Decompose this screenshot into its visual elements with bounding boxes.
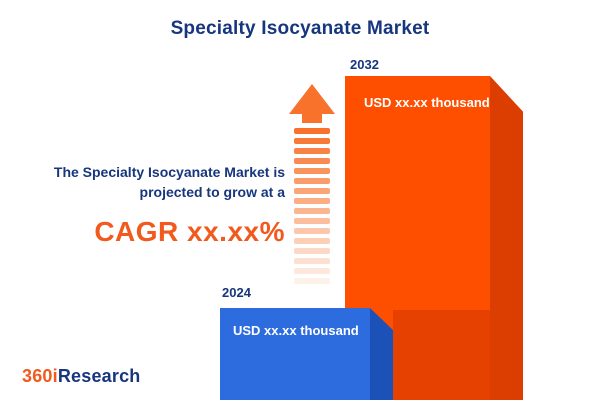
arrow-stripe <box>294 238 330 244</box>
arrow-stripe <box>294 138 330 144</box>
growth-arrow-icon <box>289 84 335 288</box>
arrow-stripes <box>289 128 335 284</box>
arrow-stripe <box>294 268 330 274</box>
arrow-stripe <box>294 278 330 284</box>
logo-research: Research <box>57 366 141 386</box>
arrow-stripe <box>294 168 330 174</box>
cagr-text: CAGR xx.xx% <box>94 216 285 248</box>
arrow-stripe <box>294 248 330 254</box>
bar-2024-year-label: 2024 <box>222 285 251 300</box>
arrow-stripe <box>294 128 330 134</box>
bar-2024-value-label: USD xx.xx thousand <box>233 323 359 338</box>
logo-360i: 360i <box>22 366 58 386</box>
arrow-stripe <box>294 158 330 164</box>
arrow-head-icon <box>289 84 335 114</box>
growth-text-line2: projected to grow at a <box>139 183 285 200</box>
bar-2024-side-face <box>370 308 393 400</box>
bar-2024 <box>220 308 370 400</box>
arrow-stripe <box>294 208 330 214</box>
page-title: Specialty Isocyanate Market <box>170 18 430 39</box>
arrow-stripe <box>294 148 330 154</box>
arrow-stripe <box>294 178 330 184</box>
arrow-stripe <box>294 198 330 204</box>
growth-text-line1: The Specialty Isocyanate Market is <box>53 164 285 180</box>
arrow-stripe <box>294 258 330 264</box>
bar-2032-side-face <box>490 76 523 400</box>
arrow-stripe <box>294 188 330 194</box>
bar-2032-value-label: USD xx.xx thousand <box>364 95 490 110</box>
growth-description: The Specialty Isocyanate Market is proje… <box>10 163 285 251</box>
arrow-stripe <box>294 218 330 224</box>
arrow-stripe <box>294 228 330 234</box>
bar-2032-year-label: 2032 <box>350 57 379 72</box>
bar-2032-shadow-face <box>393 310 490 400</box>
arrow-stem <box>302 114 322 123</box>
logo: 360iResearch <box>22 366 141 387</box>
